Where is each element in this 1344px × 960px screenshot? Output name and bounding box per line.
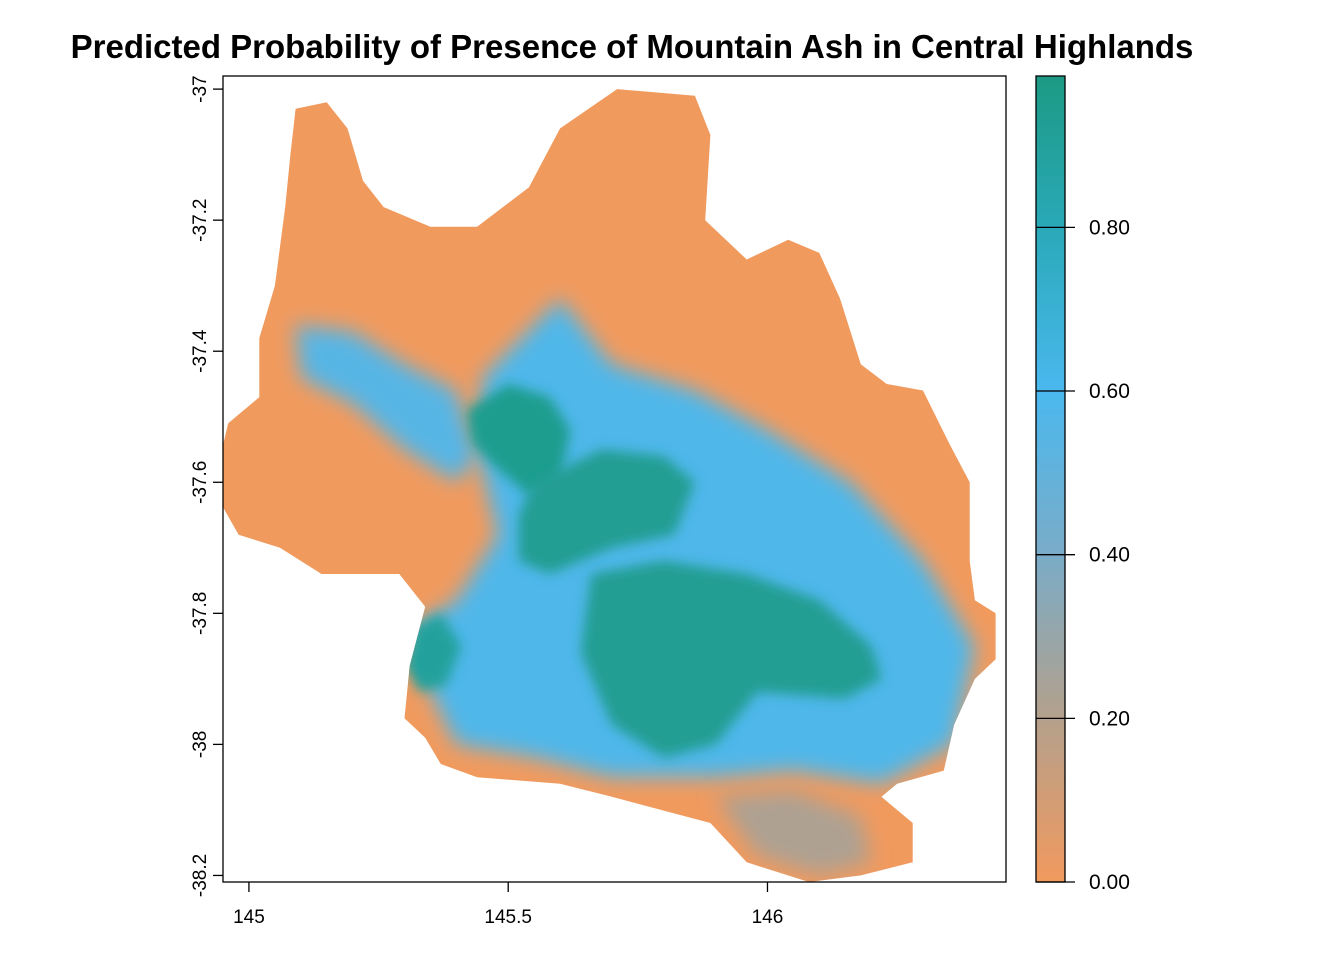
colorbar-gradient (1035, 75, 1066, 883)
y-axis: -37 -37.2 -37.4 -37.6 -37.8 -38 -38.2 (190, 75, 223, 897)
y-tick-label: -37.4 (190, 329, 211, 373)
plot-area (223, 89, 996, 882)
colorbar-ticks: 0.00 0.20 0.40 0.60 0.80 (1036, 216, 1130, 894)
high-zone-upper-yarra-high-zone (466, 384, 571, 496)
chart-title: Predicted Probability of Presence of Mou… (71, 28, 1194, 65)
x-tick-label: 146 (752, 907, 784, 928)
y-tick-label: -37.2 (190, 199, 211, 242)
y-tick-label: -37 (190, 75, 211, 102)
y-tick-label: -38 (190, 731, 211, 758)
plot-frame (222, 75, 1007, 883)
colorbar-tick-label: 0.60 (1089, 380, 1130, 403)
y-tick-label: -38.2 (190, 854, 211, 897)
low-zone-southern-lowland-strip (715, 790, 872, 876)
colorbar-legend: 0.00 0.20 0.40 0.60 0.80 (1035, 75, 1130, 894)
colorbar-tick-label: 0.40 (1089, 544, 1130, 567)
colorbar-tick-label: 0.00 (1089, 871, 1130, 894)
high-zone-southern-ranges-high-zone (580, 560, 882, 758)
y-tick-label: -37.6 (190, 461, 211, 504)
colorbar-tick-label: 0.20 (1089, 707, 1130, 730)
x-tick-label: 145 (233, 907, 265, 928)
medium-zone-western-ridge-band (295, 325, 478, 483)
x-tick-label: 145.5 (484, 907, 532, 928)
high-zone-central-plateau-high-zone (518, 449, 695, 574)
y-tick-label: -37.8 (190, 592, 211, 635)
probability-zones (295, 298, 975, 876)
high-zone-western-outlier-high-zone (404, 613, 462, 692)
colorbar-tick-label: 0.80 (1089, 216, 1130, 239)
x-axis: 145 145.5 146 (233, 882, 783, 928)
